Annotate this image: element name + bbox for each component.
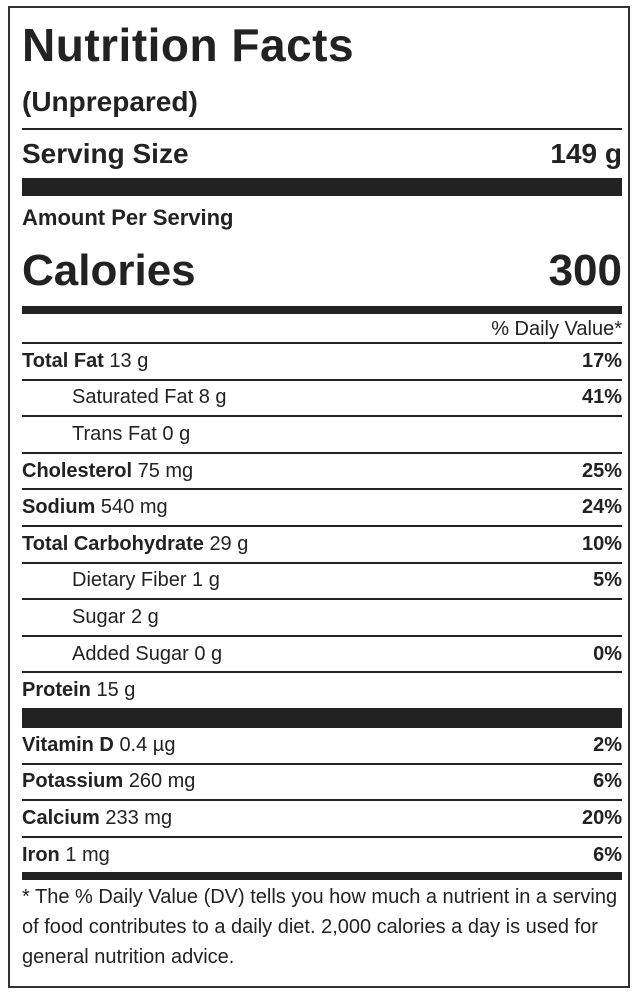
daily-value: 6% [593, 843, 622, 866]
nutrient-amount: 0 g [194, 642, 223, 665]
nutrient-name: Dietary Fiber [72, 569, 187, 592]
calories-label: Calories [22, 246, 196, 295]
nutrient-name: Protein [22, 679, 91, 702]
nutrient-amount: 29 g [209, 532, 249, 555]
nutrient-name: Potassium [22, 770, 124, 793]
nutrient-amount: 15 g [96, 679, 136, 702]
amount-label: Amount Per Serving [22, 205, 234, 230]
nutrient-name: Cholesterol [22, 459, 133, 482]
nutrient-list: Total Fat 13 g 17% Saturated Fat 8 g 41% Tra… [22, 344, 622, 708]
nutrient-name: Vitamin D [22, 733, 114, 756]
daily-value: 41% [581, 386, 622, 409]
footnote: * The % Daily Value (DV) tells you how m… [22, 886, 618, 969]
nutrient-name: Sugar [72, 605, 126, 628]
nutrient-row: Calcium 233 mg 20% [22, 801, 622, 838]
nutrient-name: Added Sugar [72, 642, 189, 665]
nutrient-name: Saturated Fat [72, 386, 194, 409]
nutrient: Added Sugar 0 g [72, 643, 222, 666]
nutrient: Protein 15 g [22, 679, 135, 702]
nutrient-row: Cholesterol 75 mg 25% [22, 454, 622, 491]
nutrient-row: Sugar 2 g [22, 600, 622, 637]
nutrient-amount: 8 g [198, 386, 227, 409]
nutrient-amount: 2 g [130, 605, 159, 628]
nutrient: Total Carbohydrate 29 g [22, 533, 248, 556]
serving-row: Serving Size 149 g [22, 130, 622, 178]
nutrient-name: Iron [22, 843, 60, 866]
nutrient-amount: 233 mg [105, 806, 173, 829]
daily-value: 10% [581, 532, 622, 555]
title: Nutrition Facts [22, 19, 355, 71]
daily-value: 25% [581, 459, 622, 482]
nutrient: Sugar 2 g [72, 606, 159, 629]
daily-value: 17% [581, 349, 622, 372]
nutrient: Cholesterol 75 mg [22, 460, 193, 483]
subtitle: (Unprepared) [22, 72, 622, 130]
nutrient: Iron 1 mg [22, 844, 110, 867]
nutrient-name: Trans Fat [72, 422, 157, 445]
serving-value: 149 g [550, 138, 622, 169]
nutrient-amount: 0 g [162, 422, 191, 445]
daily-value: 2% [593, 733, 622, 756]
daily-value: 5% [593, 569, 622, 592]
nutrient: Total Fat 13 g [22, 350, 148, 373]
nutrient-amount: 540 mg [100, 496, 168, 519]
nutrient-row: Dietary Fiber 1 g 5% [22, 564, 622, 601]
nutrient-name: Total Fat [22, 349, 104, 372]
nutrient-row: Total Fat 13 g 17% [22, 344, 622, 381]
nutrient-row: Potassium 260 mg 6% [22, 765, 622, 802]
nutrient-row: Iron 1 mg 6% [22, 838, 622, 873]
nutrient-row: Total Carbohydrate 29 g 10% [22, 527, 622, 564]
daily-value: 20% [581, 806, 622, 829]
nutrient: Sodium 540 mg [22, 496, 168, 519]
nutrient-name: Total Carbohydrate [22, 532, 204, 555]
divider [22, 178, 622, 196]
nutrient-amount: 1 g [192, 569, 220, 592]
nutrient-amount: 260 mg [128, 770, 196, 793]
nutrient-amount: 13 g [109, 349, 149, 372]
calories-row: Calories 300 [22, 236, 622, 314]
nutrient-row: Vitamin D 0.4 µg 2% [22, 728, 622, 765]
vitamin-list: Vitamin D 0.4 µg 2% Potassium 260 mg 6% Calc… [22, 728, 622, 872]
nutrient: Calcium 233 mg [22, 807, 172, 830]
nutrient-row: Saturated Fat 8 g 41% [22, 381, 622, 418]
nutrient-amount: 75 mg [137, 459, 194, 482]
daily-value: 6% [593, 770, 622, 793]
divider [22, 872, 622, 881]
nutrient-row: Protein 15 g [22, 673, 622, 708]
nutrient-row: Trans Fat 0 g [22, 417, 622, 454]
daily-value: 24% [581, 496, 622, 519]
daily-value: 0% [593, 642, 622, 665]
nutrient-name: Calcium [22, 806, 100, 829]
nutrient: Potassium 260 mg [22, 770, 195, 793]
nutrient: Trans Fat 0 g [72, 423, 190, 446]
nutrient: Dietary Fiber 1 g [72, 569, 220, 592]
nutrient-amount: 0.4 µg [119, 733, 176, 756]
label-content: Nutrition Facts (Unprepared) Serving Siz… [22, 14, 622, 972]
nutrient-row: Added Sugar 0 g 0% [22, 637, 622, 674]
calories-value: 300 [548, 246, 622, 295]
nutrition-label: Nutrition Facts (Unprepared) Serving Siz… [8, 6, 630, 988]
nutrient: Vitamin D 0.4 µg [22, 734, 175, 757]
nutrient: Saturated Fat 8 g [72, 386, 227, 409]
divider [22, 707, 622, 728]
nutrient-name: Sodium [22, 496, 96, 519]
nutrient-row: Sodium 540 mg 24% [22, 490, 622, 527]
serving-label: Serving Size [22, 138, 189, 169]
dv-header: % Daily Value* [22, 314, 622, 344]
nutrient-amount: 1 mg [65, 843, 110, 866]
